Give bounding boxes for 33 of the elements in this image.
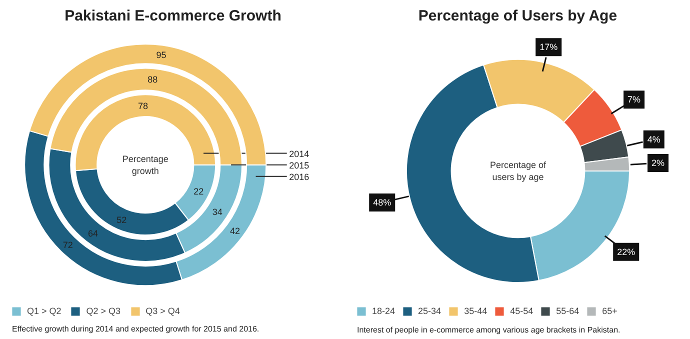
legend-label: 35-44 bbox=[464, 306, 488, 316]
data-label: 17% bbox=[540, 42, 558, 52]
chart-title: Pakistani E-commerce Growth bbox=[64, 8, 282, 24]
legend-label: 55-64 bbox=[556, 306, 580, 316]
data-label: 48% bbox=[373, 198, 392, 208]
chart-title: Percentage of Users by Age bbox=[418, 8, 618, 24]
text: Effective growth during 2014 and expected growth for 2015 and 2016. bbox=[12, 324, 260, 334]
data-label: 22% bbox=[617, 246, 636, 257]
data-label: 95 bbox=[156, 50, 166, 60]
text: Interest of people in e-commerce among various age brackets in Pakistan. bbox=[357, 326, 620, 335]
slice-label: 2015 bbox=[289, 160, 310, 170]
legend-label: 45-54 bbox=[510, 306, 534, 316]
slice-label: 2014 bbox=[289, 148, 310, 159]
legend-label: Q3 > Q4 bbox=[146, 306, 180, 316]
data-label: 52 bbox=[116, 214, 127, 225]
legend-label: Q2 > Q3 bbox=[86, 306, 121, 316]
legend-label: 18-24 bbox=[372, 306, 396, 316]
legend-label: 65+ bbox=[602, 306, 618, 316]
data-label: 64 bbox=[88, 228, 98, 238]
data-label: 72 bbox=[62, 240, 73, 250]
legend-label: 25-34 bbox=[418, 306, 442, 316]
data-label: 34 bbox=[212, 207, 222, 218]
data-label: 78 bbox=[138, 100, 148, 111]
text: Percentage growth bbox=[122, 154, 168, 176]
data-label: 2% bbox=[652, 158, 665, 168]
data-label: 22 bbox=[194, 186, 204, 196]
slice-label: 2016 bbox=[289, 172, 310, 182]
data-label: 4% bbox=[647, 134, 660, 144]
data-label: 7% bbox=[628, 94, 641, 105]
data-label: 88 bbox=[148, 74, 158, 84]
data-label: 42 bbox=[230, 226, 240, 236]
text: Percentage of users by age bbox=[490, 160, 547, 182]
legend-label: Q1 > Q2 bbox=[27, 306, 62, 316]
